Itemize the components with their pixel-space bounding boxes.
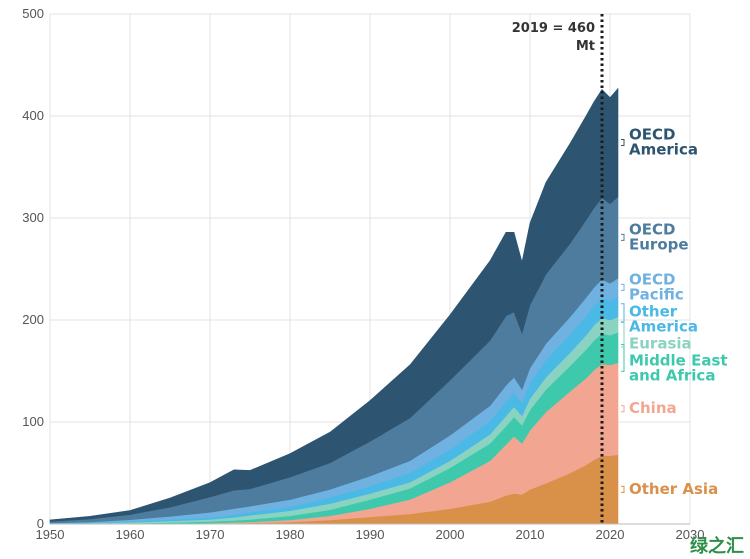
- series-label-china: China: [621, 399, 677, 417]
- series-label-connector: [621, 140, 624, 146]
- x-tick-label-1960: 1960: [116, 527, 145, 542]
- series-label-connector: [621, 322, 624, 347]
- x-tick-label-2010: 2010: [516, 527, 545, 542]
- series-label-line: Eurasia: [629, 334, 692, 352]
- watermark-text: 绿之汇: [690, 535, 744, 557]
- series-label-other-asia: Other Asia: [621, 480, 718, 498]
- series-label-line: Pacific: [629, 285, 684, 303]
- x-tick-label-1980: 1980: [276, 527, 305, 542]
- series-label-line: Other Asia: [629, 480, 718, 498]
- x-tick-label-1990: 1990: [356, 527, 385, 542]
- series-label-connector: [621, 234, 624, 240]
- series-label-line: and Africa: [629, 366, 715, 384]
- series-label-line: Europe: [629, 235, 689, 253]
- series-label-connector: [621, 284, 624, 290]
- series-label-connector: [621, 486, 624, 492]
- x-tick-label-1970: 1970: [196, 527, 225, 542]
- stacked-area-chart: 1950 1960 1970 1980 1990 2000 2010 2020 20300100…: [0, 0, 750, 559]
- annotation-text-line-2: Mt: [576, 39, 595, 54]
- series-label-line: China: [629, 399, 677, 417]
- y-tick-label-300: 300: [22, 210, 44, 225]
- series-label-line: America: [629, 317, 698, 335]
- y-tick-label-0: 0: [37, 516, 44, 531]
- annotation-text-line-1: 2019 = 460: [512, 21, 595, 36]
- series-label-line: America: [629, 141, 698, 159]
- area-series: [50, 88, 618, 524]
- series-label-connector: [621, 406, 624, 412]
- y-tick-label-400: 400: [22, 108, 44, 123]
- y-tick-label-100: 100: [22, 414, 44, 429]
- x-tick-label-2000: 2000: [436, 527, 465, 542]
- y-tick-label-500: 500: [22, 6, 44, 21]
- x-tick-label-2020: 2020: [596, 527, 625, 542]
- y-tick-label-200: 200: [22, 312, 44, 327]
- series-label-connector: [621, 345, 624, 372]
